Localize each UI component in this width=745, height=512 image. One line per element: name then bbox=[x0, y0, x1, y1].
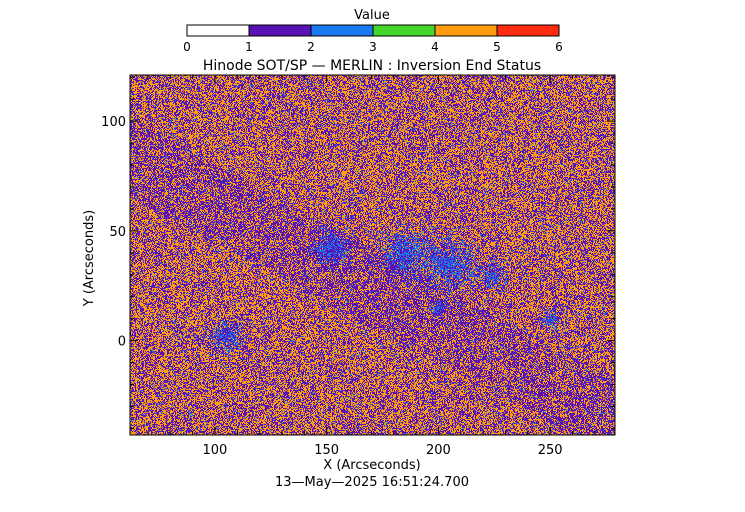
x-tick-label: 200 bbox=[426, 443, 451, 458]
colorbar-tick-label: 3 bbox=[369, 40, 377, 54]
x-axis: 100 150 200 250 bbox=[147, 75, 596, 458]
x-axis-label: X (Arcseconds) bbox=[323, 458, 420, 473]
y-tick-label: 100 bbox=[101, 115, 126, 130]
y-tick-label: 50 bbox=[109, 225, 126, 240]
colorbar-tick-label: 1 bbox=[245, 40, 253, 54]
x-tick-label: 100 bbox=[203, 443, 228, 458]
x-tick-label: 250 bbox=[538, 443, 563, 458]
colorbar-bin-5 bbox=[497, 25, 559, 36]
colorbar: Value 0 1 2 3 4 5 6 bbox=[183, 8, 563, 54]
chart-title: Hinode SOT/SP — MERLIN : Inversion End S… bbox=[203, 58, 541, 74]
colorbar-bin-1 bbox=[249, 25, 311, 36]
y-tick-label: 0 bbox=[118, 335, 126, 350]
colorbar-bin-2 bbox=[311, 25, 373, 36]
heatmap-image bbox=[130, 75, 615, 435]
colorbar-bin-4 bbox=[435, 25, 497, 36]
colorbar-tick-label: 6 bbox=[555, 40, 563, 54]
colorbar-bin-0 bbox=[187, 25, 249, 36]
colorbar-tick-label: 2 bbox=[307, 40, 315, 54]
colorbar-tick-label: 4 bbox=[431, 40, 439, 54]
plot-frame bbox=[129, 74, 616, 436]
colorbar-tick-label: 0 bbox=[183, 40, 191, 54]
colorbar-label: Value bbox=[354, 8, 390, 23]
colorbar-bin-3 bbox=[373, 25, 435, 36]
x-tick-label: 150 bbox=[314, 443, 339, 458]
colorbar-tick-label: 5 bbox=[493, 40, 501, 54]
timestamp: 13—May—2025 16:51:24.700 bbox=[275, 475, 469, 490]
y-axis-label: Y (Arcseconds) bbox=[82, 210, 97, 307]
y-axis: 0 50 100 bbox=[101, 76, 615, 429]
